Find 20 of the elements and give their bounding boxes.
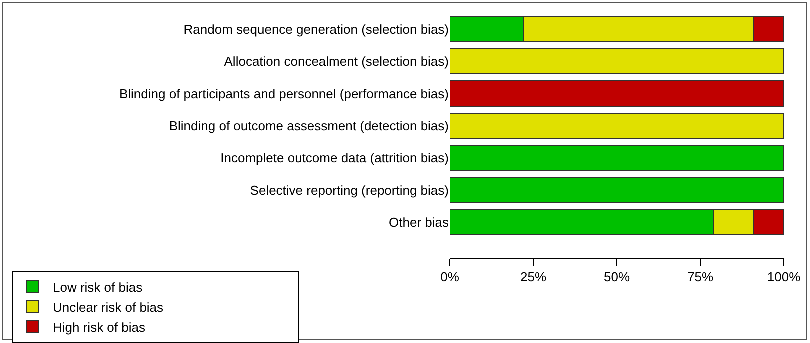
x-tick-label: 75% — [687, 270, 714, 285]
legend-label: Low risk of bias — [53, 280, 144, 296]
y-tick-label: Other bias — [389, 215, 450, 230]
y-tick-label: Blinding of participants and personnel (performance bias) — [119, 86, 449, 102]
bar — [450, 177, 784, 204]
x-tick-label: 100% — [767, 270, 802, 285]
y-tick-label: Random sequence generation (selection bias) — [184, 22, 449, 37]
y-tick-label: Incomplete outcome data (attrition bias) — [220, 150, 449, 166]
bar — [450, 80, 784, 107]
legend-label: Unclear risk of bias — [53, 300, 164, 315]
x-tick-label: 0% — [440, 270, 460, 285]
bar — [450, 145, 784, 172]
bar — [450, 48, 784, 75]
legend-label: High risk of bias — [53, 320, 146, 335]
y-tick-label: Selective reporting (reporting bias) — [250, 182, 449, 198]
y-tick-label: Allocation concealment (selection bias) — [224, 54, 449, 70]
y-tick-label: Blinding of outcome assessment (detection bias) — [169, 118, 449, 134]
x-tick-label: 25% — [520, 270, 547, 285]
bar — [450, 112, 784, 140]
x-tick-label: 50% — [604, 270, 630, 285]
